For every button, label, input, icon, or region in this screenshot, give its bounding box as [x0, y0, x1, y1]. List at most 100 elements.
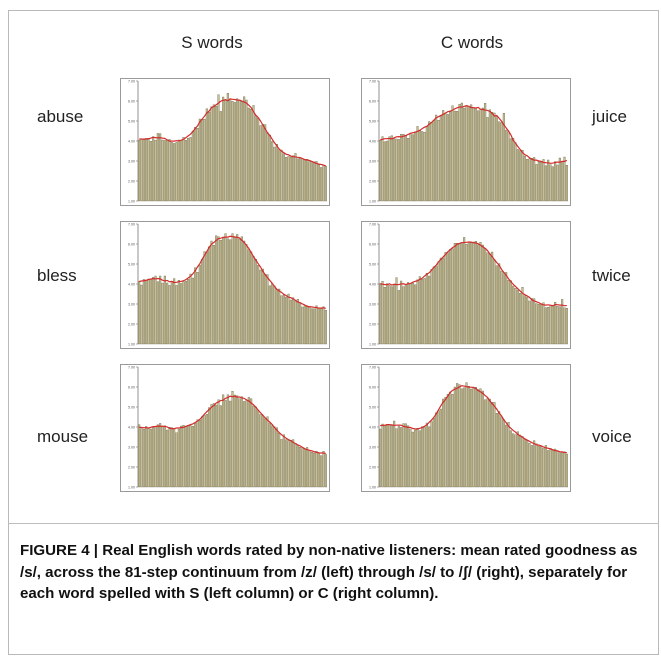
bar	[191, 277, 194, 345]
bar	[303, 449, 306, 488]
bar	[180, 140, 183, 202]
bar	[428, 121, 431, 202]
bar	[458, 104, 461, 202]
bar	[421, 279, 424, 345]
bar	[458, 384, 461, 488]
bar	[453, 386, 456, 488]
bar	[556, 451, 559, 488]
bar	[191, 130, 194, 202]
bar	[149, 141, 152, 202]
bar	[252, 405, 255, 488]
y-tick-label: 6.00	[128, 243, 135, 247]
bar	[296, 158, 299, 202]
bar	[299, 303, 302, 345]
bar	[488, 398, 491, 488]
bar	[397, 426, 400, 488]
bar	[287, 293, 290, 345]
bar	[147, 428, 150, 488]
bar	[512, 138, 515, 202]
bar	[556, 306, 559, 345]
bar	[479, 242, 482, 345]
bar	[313, 161, 316, 202]
y-tick-label: 5.00	[128, 120, 135, 124]
bar	[414, 131, 417, 202]
bar	[296, 445, 299, 488]
bar	[493, 402, 496, 488]
bar	[194, 423, 197, 488]
bar	[509, 430, 512, 488]
bar	[484, 248, 487, 345]
bar	[308, 306, 311, 345]
bar	[425, 422, 428, 488]
bar	[400, 427, 403, 488]
bar	[502, 113, 505, 202]
bar	[432, 120, 435, 202]
bar	[456, 383, 459, 488]
y-tick-label: 3.00	[369, 446, 376, 450]
bar	[439, 115, 442, 202]
bar	[231, 101, 234, 202]
bar	[152, 136, 155, 202]
y-tick-label: 2.00	[369, 323, 376, 327]
bar	[201, 259, 204, 345]
bar	[418, 276, 421, 345]
word-label-twice: twice	[592, 266, 631, 285]
bar	[500, 416, 503, 488]
bar	[301, 306, 304, 345]
bar	[257, 265, 260, 345]
bar	[280, 439, 283, 488]
bar	[481, 390, 484, 488]
bar	[505, 424, 508, 488]
bar	[528, 158, 531, 202]
bar	[505, 272, 508, 345]
bar	[507, 422, 510, 488]
bar	[315, 305, 318, 345]
bar	[219, 405, 222, 488]
bar	[495, 265, 498, 345]
bar	[212, 403, 215, 488]
bar	[163, 140, 166, 202]
fit-line	[380, 241, 567, 307]
bar	[226, 238, 229, 345]
bar	[152, 277, 155, 345]
bar	[509, 138, 512, 202]
bar	[393, 420, 396, 488]
bar	[381, 423, 384, 488]
bar	[561, 161, 564, 202]
bar	[180, 425, 183, 488]
chart-bless: 7.00 6.00 5.00 4.00 3.00 2.00 1.00	[120, 221, 330, 349]
bar	[535, 443, 538, 488]
bar	[268, 422, 271, 488]
bar	[537, 304, 540, 345]
column-header-s-words: S words	[181, 33, 243, 52]
y-tick-label: 5.00	[369, 120, 376, 124]
bar	[565, 165, 568, 202]
bar	[430, 122, 433, 202]
bar	[435, 412, 438, 488]
bar	[166, 282, 169, 345]
bar	[217, 236, 220, 345]
bar	[175, 285, 178, 345]
bar	[446, 252, 449, 345]
bar	[149, 428, 152, 488]
bar	[521, 150, 524, 202]
y-tick-label: 1.00	[369, 486, 376, 490]
bar	[474, 241, 477, 345]
bar	[245, 99, 248, 202]
bar	[561, 451, 564, 488]
bar	[544, 307, 547, 345]
bar	[393, 138, 396, 202]
bar	[163, 275, 166, 345]
bar	[259, 414, 262, 488]
bar	[519, 293, 522, 345]
bar	[261, 124, 264, 202]
bar	[551, 450, 554, 488]
y-tick-label: 6.00	[369, 100, 376, 104]
bar	[526, 296, 529, 345]
bar	[416, 279, 419, 345]
bar	[196, 419, 199, 488]
bar	[498, 121, 501, 202]
bar	[264, 124, 267, 202]
figure-caption: FIGURE 4 | Real English words rated by n…	[20, 542, 638, 602]
bar	[317, 164, 320, 202]
